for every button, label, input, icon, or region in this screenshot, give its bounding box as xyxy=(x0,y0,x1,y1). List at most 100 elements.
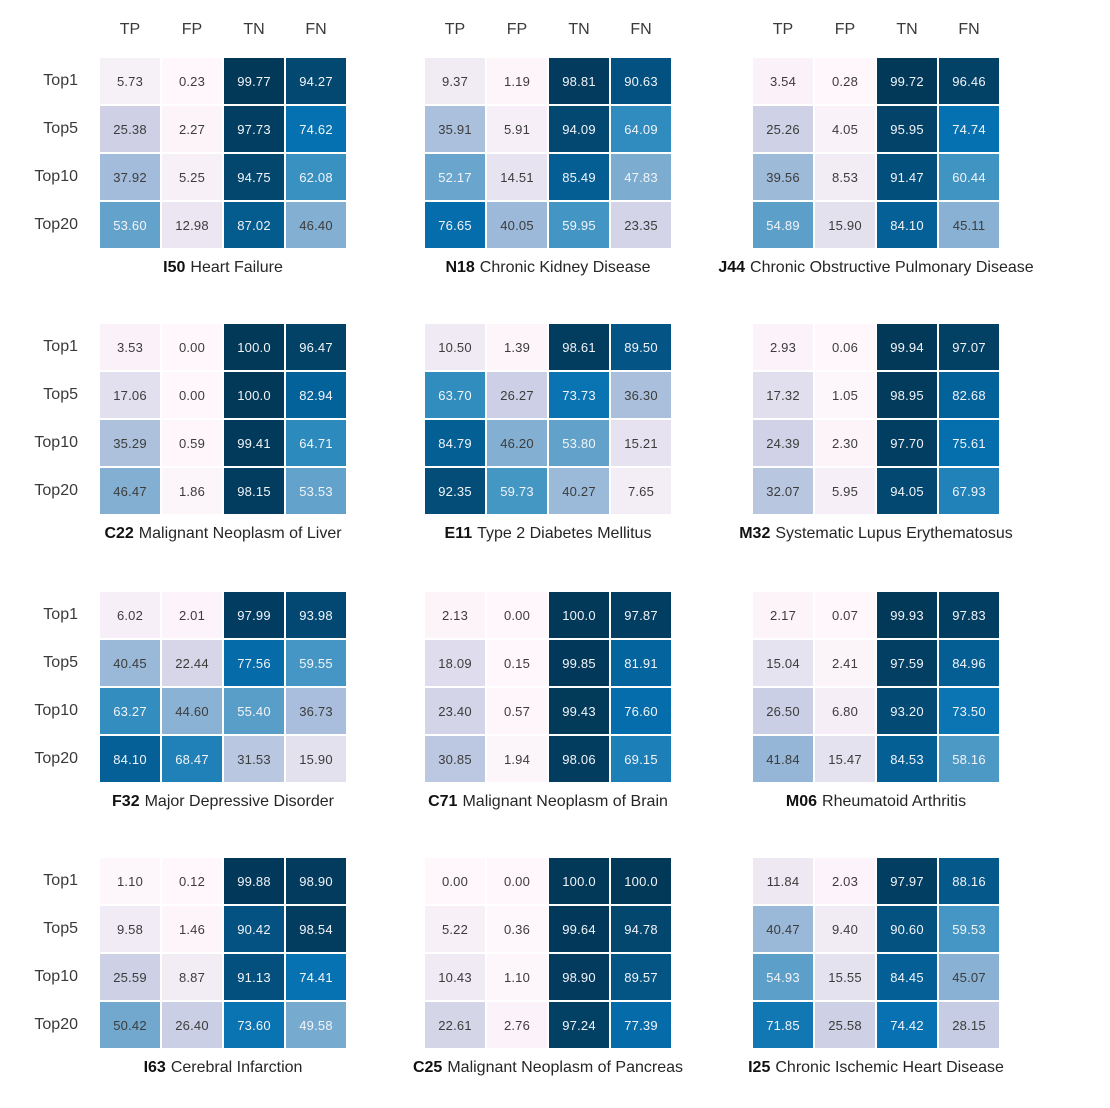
disease-name: Rheumatoid Arthritis xyxy=(822,793,967,810)
heatmap-cell: 15.04 xyxy=(753,640,813,686)
heatmap-cell: 36.30 xyxy=(611,372,671,418)
heatmap-cell: 23.40 xyxy=(425,688,485,734)
heatmap-cell: 5.95 xyxy=(815,468,875,514)
heatmap-cell: 74.74 xyxy=(939,106,999,152)
panel-title: I50 Heart Failure xyxy=(163,259,283,277)
heatmap-cell: 97.73 xyxy=(224,106,284,152)
heatmap-cell: 45.07 xyxy=(939,954,999,1000)
heatmap-cell: 76.65 xyxy=(425,202,485,248)
row-label: Top1 xyxy=(43,338,78,355)
column-headers: TP FP TN FN xyxy=(753,21,999,39)
row-label: Top5 xyxy=(43,386,78,403)
heatmap-cell: 59.53 xyxy=(939,906,999,952)
row-label: Top10 xyxy=(34,702,78,719)
heatmap-panel-j44: TP FP TN FN 3.54 0.28 99.72 96.46 25.26 4.05 95.95… xyxy=(718,21,1033,276)
disease-code: I63 xyxy=(143,1059,166,1076)
heatmap-cell: 4.05 xyxy=(815,106,875,152)
heatmap-cell: 99.94 xyxy=(877,324,937,370)
disease-code: J44 xyxy=(718,259,746,276)
heatmap-cell: 44.60 xyxy=(162,688,222,734)
heatmap-cell: 98.54 xyxy=(286,906,346,952)
heatmap-cell: 25.38 xyxy=(100,106,160,152)
heatmap-panel-n18: TP FP TN FN 9.37 1.19 98.81 90.63 35.91 5.91 94.09… xyxy=(425,21,671,276)
heatmap-cell: 40.05 xyxy=(487,202,547,248)
heatmap-cell: 49.58 xyxy=(286,1002,346,1048)
heatmap-cell: 0.00 xyxy=(487,592,547,638)
disease-code: I25 xyxy=(748,1059,771,1076)
heatmap-cell: 9.58 xyxy=(100,906,160,952)
heatmap-panel-e11: 10.50 1.39 98.61 89.50 63.70 26.27 73.73 36.30 8… xyxy=(425,324,671,542)
heatmap-cell: 62.08 xyxy=(286,154,346,200)
heatmap-cell: 5.73 xyxy=(100,58,160,104)
heatmap-cell: 89.50 xyxy=(611,324,671,370)
heatmap-panel-i50: TP FP TN FN Top1 Top5 Top10 Top20 5.73 0.23 99.77 9… xyxy=(34,21,346,276)
disease-name: Major Depressive Disorder xyxy=(144,793,334,810)
heatmap-cell: 26.50 xyxy=(753,688,813,734)
heatmap-cell: 98.90 xyxy=(286,858,346,904)
panel-title: C71 Malignant Neoplasm of Brain xyxy=(428,793,668,811)
heatmap-cell: 25.26 xyxy=(753,106,813,152)
disease-name: Chronic Ischemic Heart Disease xyxy=(775,1059,1004,1076)
panel-title: N18 Chronic Kidney Disease xyxy=(445,259,650,277)
heatmap-cell: 76.60 xyxy=(611,688,671,734)
heatmap-cell: 2.93 xyxy=(753,324,813,370)
heatmap-cell: 5.25 xyxy=(162,154,222,200)
heatmap-cell: 64.09 xyxy=(611,106,671,152)
heatmap-cell: 59.95 xyxy=(549,202,609,248)
heatmap-cell: 0.00 xyxy=(162,372,222,418)
heatmap-cell: 100.0 xyxy=(549,858,609,904)
panel-title: M06 Rheumatoid Arthritis xyxy=(786,793,966,811)
heatmap-cell: 94.78 xyxy=(611,906,671,952)
column-header: TN xyxy=(568,21,590,38)
heatmap-cell: 94.75 xyxy=(224,154,284,200)
heatmap-cell: 15.90 xyxy=(286,736,346,782)
heatmap-cell: 47.83 xyxy=(611,154,671,200)
heatmap-cell: 45.11 xyxy=(939,202,999,248)
heatmap-cell: 10.50 xyxy=(425,324,485,370)
heatmap-cell: 17.32 xyxy=(753,372,813,418)
heatmap-cell: 98.90 xyxy=(549,954,609,1000)
row-labels: Top1 Top5 Top10 Top20 xyxy=(8,858,92,1048)
heatmap-cell: 55.40 xyxy=(224,688,284,734)
heatmap-cell: 97.87 xyxy=(611,592,671,638)
heatmap-cell: 53.53 xyxy=(286,468,346,514)
heatmap-cell: 15.47 xyxy=(815,736,875,782)
heatmap-cell: 46.20 xyxy=(487,420,547,466)
heatmap-cell: 91.47 xyxy=(877,154,937,200)
row-label: Top20 xyxy=(34,750,78,767)
heatmap-cell: 89.57 xyxy=(611,954,671,1000)
row-labels: Top1 Top5 Top10 Top20 xyxy=(8,324,92,514)
heatmap-cell: 74.42 xyxy=(877,1002,937,1048)
heatmap-cell: 77.39 xyxy=(611,1002,671,1048)
panel-title: J44 Chronic Obstructive Pulmonary Disease xyxy=(718,259,1033,277)
heatmap-cell: 30.85 xyxy=(425,736,485,782)
heatmap-cell: 2.30 xyxy=(815,420,875,466)
heatmap-cell: 2.41 xyxy=(815,640,875,686)
row-label: Top10 xyxy=(34,168,78,185)
heatmap-cell: 35.91 xyxy=(425,106,485,152)
heatmap-cell: 97.59 xyxy=(877,640,937,686)
row-labels: Top1 Top5 Top10 Top20 xyxy=(8,592,92,782)
heatmap-cell: 96.46 xyxy=(939,58,999,104)
heatmap-cell: 94.27 xyxy=(286,58,346,104)
column-header: FN xyxy=(630,21,652,38)
heatmap-cell: 5.22 xyxy=(425,906,485,952)
heatmap-cell: 75.61 xyxy=(939,420,999,466)
heatmap-cell: 3.54 xyxy=(753,58,813,104)
heatmap-cell: 98.15 xyxy=(224,468,284,514)
heatmap-panel-i63: Top1 Top5 Top10 Top20 1.10 0.12 99.88 98.90 9.58… xyxy=(34,858,346,1076)
heatmap-cell: 93.98 xyxy=(286,592,346,638)
heatmap-cell: 0.15 xyxy=(487,640,547,686)
heatmap-panel-c22: Top1 Top5 Top10 Top20 3.53 0.00 100.0 96.47 17.0… xyxy=(34,324,346,542)
disease-name: Heart Failure xyxy=(190,259,283,276)
disease-code: M06 xyxy=(785,793,818,810)
row-label: Top10 xyxy=(34,434,78,451)
heatmap-cell: 40.47 xyxy=(753,906,813,952)
heatmap-cell: 84.79 xyxy=(425,420,485,466)
heatmap-cell: 94.05 xyxy=(877,468,937,514)
heatmap-cell: 60.44 xyxy=(939,154,999,200)
heatmap-cell: 97.83 xyxy=(939,592,999,638)
row-label: Top1 xyxy=(43,872,78,889)
heatmap-cell: 74.41 xyxy=(286,954,346,1000)
heatmap-cell: 9.40 xyxy=(815,906,875,952)
